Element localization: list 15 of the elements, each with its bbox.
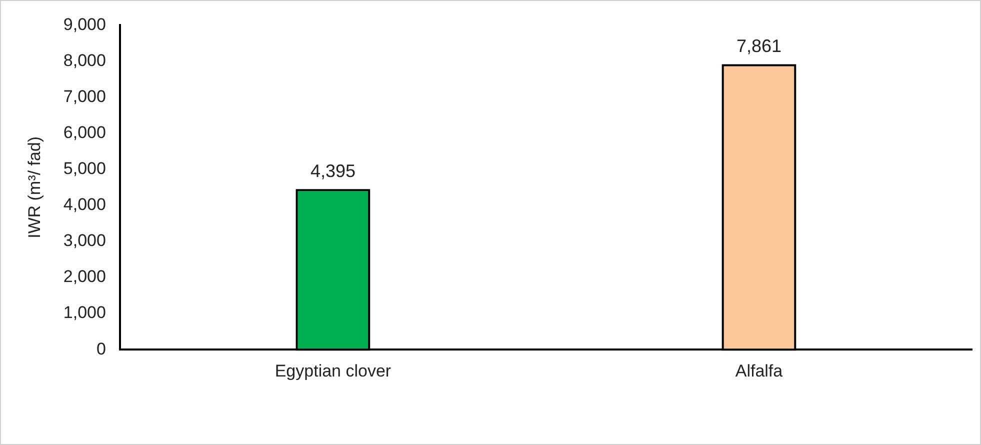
y-tick-label: 9,000 bbox=[63, 14, 106, 34]
y-tick-label: 8,000 bbox=[63, 50, 106, 70]
y-tick-label: 5,000 bbox=[63, 159, 106, 178]
data-label: 7,861 bbox=[736, 36, 782, 56]
y-tick-label: 1,000 bbox=[63, 303, 106, 322]
y-tick-label: 2,000 bbox=[63, 267, 106, 286]
y-tick-label: 3,000 bbox=[63, 231, 106, 250]
x-tick-label: Alfalfa bbox=[735, 361, 784, 380]
y-axis-title: IWR (m³/ fad) bbox=[24, 136, 44, 238]
y-tick-label: 6,000 bbox=[63, 123, 106, 142]
x-tick-label: Egyptian clover bbox=[274, 361, 392, 380]
data-label: 4,395 bbox=[310, 161, 356, 182]
y-tick-label: 7,000 bbox=[63, 86, 106, 106]
y-tick-label: 4,000 bbox=[63, 195, 106, 214]
y-tick-label: 0 bbox=[96, 339, 106, 358]
